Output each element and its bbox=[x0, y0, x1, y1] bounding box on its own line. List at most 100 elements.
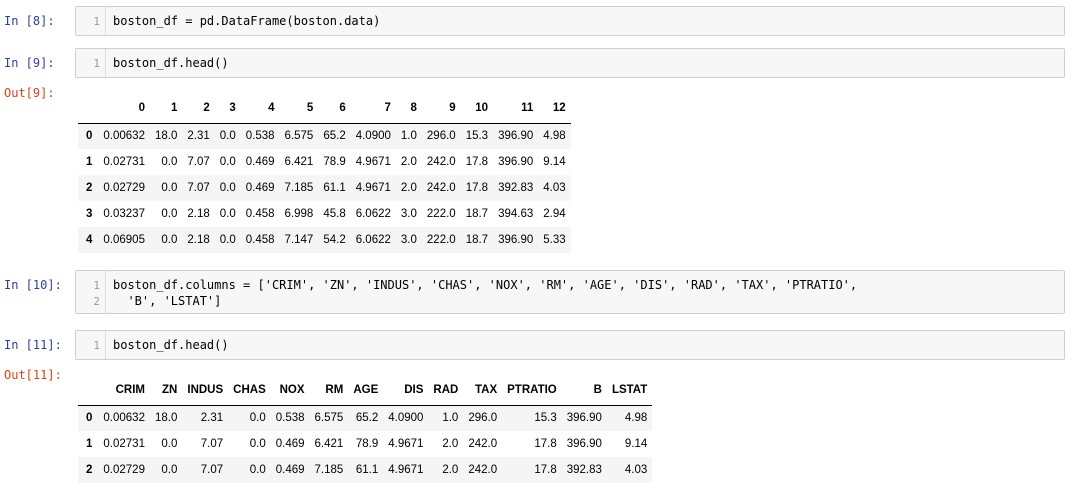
column-header: DIS bbox=[383, 376, 429, 406]
line-number-gutter bbox=[76, 7, 106, 35]
column-header: 5 bbox=[279, 94, 319, 124]
table-cell: 17.8 bbox=[465, 182, 489, 194]
table-cell: 0.0 bbox=[219, 156, 236, 168]
row-index: 4 bbox=[86, 234, 93, 246]
table-cell: 396.90 bbox=[566, 412, 602, 425]
table-cell: 4.98 bbox=[543, 130, 566, 143]
row-index: 1 bbox=[86, 156, 93, 168]
table-cell: 7.147 bbox=[284, 234, 314, 246]
output-prompt: Out[9]: bbox=[4, 86, 55, 100]
table-cell: 2.0 bbox=[442, 438, 459, 450]
column-header: 8 bbox=[395, 94, 422, 124]
table-cell: 0.0 bbox=[219, 234, 236, 246]
code-line[interactable]: boston_df.columns = ['CRIM', 'ZN', 'INDU… bbox=[113, 278, 858, 292]
table-cell: 242.0 bbox=[426, 182, 456, 194]
table-cell: 4.0900 bbox=[388, 412, 424, 425]
row-index: 1 bbox=[86, 438, 93, 450]
table-cell: 0.0 bbox=[249, 438, 266, 450]
column-header: 10 bbox=[460, 94, 494, 124]
table-cell: 392.83 bbox=[566, 464, 602, 476]
table-cell: 2.0 bbox=[400, 182, 417, 194]
table-cell: 4.03 bbox=[543, 182, 566, 194]
table-cell: 0.0 bbox=[161, 234, 178, 246]
table-cell: 396.90 bbox=[498, 130, 534, 143]
table-cell: 4.9671 bbox=[388, 464, 424, 476]
column-header: 9 bbox=[421, 94, 461, 124]
table-cell: 0.469 bbox=[275, 438, 305, 450]
column-header: LSTAT bbox=[606, 376, 653, 406]
table-cell: 222.0 bbox=[426, 208, 456, 220]
column-header: RM bbox=[309, 376, 349, 406]
row-index: 0 bbox=[86, 130, 93, 143]
column-header: 3 bbox=[214, 94, 241, 124]
table-cell: 0.02729 bbox=[103, 464, 145, 476]
table-cell: 0.0 bbox=[161, 156, 178, 168]
table-cell: 2.18 bbox=[187, 208, 210, 220]
line-number: 1 bbox=[93, 279, 100, 292]
code-cell-input[interactable]: 1 boston_df.head() bbox=[75, 330, 1065, 360]
table-cell: 0.538 bbox=[275, 412, 305, 425]
table-cell: 1.0 bbox=[442, 412, 459, 425]
dataframe-output-table: CRIM ZN INDUS CHAS NOX RM AGE DIS RAD TAX PTRATIO B… bbox=[78, 376, 653, 483]
table-cell: 6.421 bbox=[284, 156, 314, 168]
table-cell: 4.9671 bbox=[355, 182, 391, 194]
table-cell: 9.14 bbox=[624, 438, 648, 450]
line-number: 1 bbox=[93, 57, 100, 70]
code-line[interactable]: 'B', 'LSTAT'] bbox=[113, 294, 222, 308]
table-cell: 1.0 bbox=[400, 130, 417, 143]
table-cell: 18.7 bbox=[465, 234, 489, 246]
row-index: 2 bbox=[86, 182, 93, 194]
code-cell-input[interactable]: 1 boston_df = pd.DataFrame(boston.data) bbox=[75, 6, 1065, 36]
table-cell: 3.0 bbox=[400, 234, 417, 246]
table-cell: 17.8 bbox=[465, 156, 489, 168]
table-cell: 54.2 bbox=[323, 234, 346, 246]
column-header: 6 bbox=[318, 94, 351, 124]
index-header bbox=[78, 376, 99, 406]
table-header-row: CRIM ZN INDUS CHAS NOX RM AGE DIS RAD TAX PTRATIO B… bbox=[78, 376, 653, 406]
row-index: 3 bbox=[86, 208, 93, 220]
column-header: TAX bbox=[463, 376, 503, 406]
table-cell: 242.0 bbox=[468, 438, 498, 450]
code-line[interactable]: boston_df.head() bbox=[113, 338, 229, 352]
column-header: NOX bbox=[270, 376, 310, 406]
table-cell: 18.0 bbox=[154, 412, 178, 425]
line-number: 1 bbox=[93, 339, 100, 352]
table-cell: 296.0 bbox=[468, 412, 498, 425]
table-cell: 394.63 bbox=[498, 208, 534, 220]
table-cell: 78.9 bbox=[355, 438, 379, 450]
line-number: 2 bbox=[93, 295, 100, 308]
input-prompt: In [11]: bbox=[4, 338, 62, 352]
code-line[interactable]: boston_df.head() bbox=[113, 56, 229, 70]
table-cell: 17.8 bbox=[534, 464, 557, 476]
table-cell: 6.421 bbox=[314, 438, 344, 450]
table-cell: 0.00632 bbox=[103, 412, 145, 425]
table-cell: 392.83 bbox=[498, 182, 534, 194]
output-prompt: Out[11]: bbox=[4, 368, 62, 382]
table-cell: 0.0 bbox=[249, 464, 266, 476]
code-line[interactable]: boston_df = pd.DataFrame(boston.data) bbox=[113, 14, 381, 28]
table-row: 1 0.02731 0.0 7.07 0.0 0.469 6.421 78.9 4.9671 2.… bbox=[78, 149, 571, 175]
input-prompt: In [8]: bbox=[4, 14, 55, 28]
table-cell: 2.94 bbox=[543, 208, 566, 220]
table-cell: 0.0 bbox=[249, 412, 266, 425]
code-cell-input[interactable]: 1 boston_df.head() bbox=[75, 48, 1065, 78]
table-cell: 6.0622 bbox=[355, 208, 391, 220]
code-cell-input[interactable]: 1 2 boston_df.columns = ['CRIM', 'ZN', '… bbox=[75, 270, 1065, 314]
table-cell: 7.07 bbox=[187, 182, 210, 194]
column-header: 1 bbox=[149, 94, 183, 124]
column-header: CRIM bbox=[98, 376, 150, 406]
table-cell: 5.33 bbox=[543, 234, 566, 246]
line-number-gutter bbox=[76, 49, 106, 77]
table-cell: 9.14 bbox=[543, 156, 566, 168]
table-cell: 7.07 bbox=[200, 438, 224, 450]
table-cell: 2.31 bbox=[187, 130, 210, 143]
table-cell: 0.0 bbox=[161, 438, 178, 450]
table-cell: 4.0900 bbox=[355, 130, 391, 143]
table-header-row: 0 1 2 3 4 5 6 7 8 9 10 11 12 bbox=[78, 94, 571, 124]
table-cell: 222.0 bbox=[426, 234, 456, 246]
table-cell: 4.9671 bbox=[388, 438, 424, 450]
table-cell: 7.07 bbox=[187, 156, 210, 168]
table-cell: 2.0 bbox=[400, 156, 417, 168]
table-cell: 0.03237 bbox=[103, 208, 145, 220]
table-cell: 242.0 bbox=[426, 156, 456, 168]
